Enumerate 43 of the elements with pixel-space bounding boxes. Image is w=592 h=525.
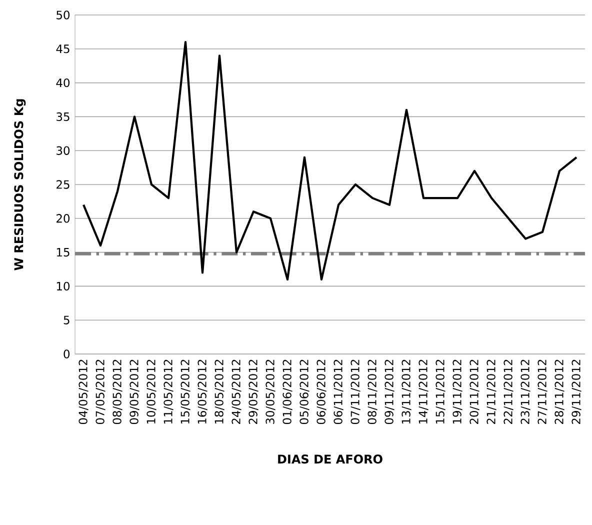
y-tick-label: 30 [56,146,70,155]
y-tick-label: 45 [56,44,70,54]
y-tick-label: 40 [56,78,70,88]
x-tick-label: 15/05/2012 [180,360,190,424]
x-tick-label: 15/11/2012 [436,360,446,424]
x-tick-label: 27/11/2012 [538,360,548,424]
y-tick-label: 5 [64,316,70,324]
y-tick-label: 25 [56,180,70,189]
x-tick-label: 11/05/2012 [164,360,174,424]
x-tick-label: 20/11/2012 [470,360,480,424]
x-tick-label: 23/11/2012 [520,360,530,424]
x-tick-label: 29/05/2012 [248,360,258,424]
x-tick-label: 22/11/2012 [504,360,514,424]
x-tick-label: 06/06/2012 [316,360,326,424]
x-tick-label: 05/06/2012 [300,360,310,424]
x-tick-label: 30/05/2012 [266,360,276,424]
y-tick-label: 0 [64,350,70,358]
y-tick-label: 50 [56,10,70,20]
y-tick-label: 15 [56,248,70,257]
x-axis-title: DIAS DE AFORO [278,454,382,464]
x-tick-label: 07/11/2012 [350,360,360,424]
x-tick-label: 18/05/2012 [214,360,224,424]
x-tick-label: 01/06/2012 [282,360,292,424]
y-tick-label: 20 [56,214,70,223]
x-tick-label: 29/11/2012 [572,360,582,424]
x-tick-label: 28/11/2012 [554,360,564,424]
y-tick-label: 35 [56,112,70,122]
y-axis-title: W RESIDUOS SOLIDOS Kg [14,99,26,270]
x-tick-label: 16/05/2012 [198,360,208,424]
x-tick-label: 21/11/2012 [486,360,496,424]
x-tick-label: 10/05/2012 [146,360,156,424]
y-tick-label: 10 [56,282,70,291]
x-tick-label: 13/11/2012 [402,360,412,424]
x-tick-label: 08/11/2012 [368,360,378,424]
x-tick-label: 06/11/2012 [334,360,344,424]
x-tick-label: 04/05/2012 [78,360,88,424]
x-tick-label: 09/05/2012 [130,360,140,424]
x-tick-label: 14/11/2012 [418,360,428,424]
x-tick-label: 08/05/2012 [112,360,122,424]
x-tick-label: 24/05/2012 [232,360,242,424]
x-tick-label: 09/11/2012 [384,360,394,424]
x-tick-label: 19/11/2012 [452,360,462,424]
x-tick-label: 07/05/2012 [96,360,106,424]
